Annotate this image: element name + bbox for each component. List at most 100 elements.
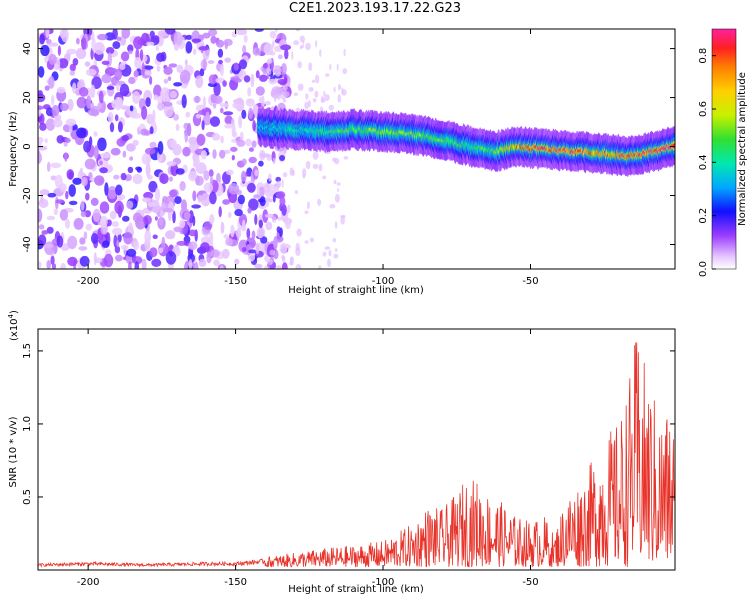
heatmap-noise-cell bbox=[271, 216, 277, 223]
heatmap-noise-cell bbox=[116, 83, 120, 92]
heatmap-noise-cell bbox=[66, 169, 75, 180]
snr-x-tick-label: -100 bbox=[372, 577, 395, 588]
heatmap-noise-cell bbox=[61, 29, 69, 43]
heatmap-noise-cell bbox=[234, 209, 243, 217]
heatmap-y-axis-label: Frequency (Hz) bbox=[8, 111, 19, 187]
heatmap-noise-cell bbox=[112, 29, 118, 40]
heatmap-noise-cell bbox=[185, 41, 193, 54]
heatmap-noise-cell bbox=[173, 43, 180, 51]
heatmap-noise-cell bbox=[152, 234, 158, 240]
heatmap-noise-cell bbox=[209, 191, 217, 205]
heatmap-noise-cell bbox=[213, 259, 221, 267]
heatmap-noise-cell bbox=[93, 145, 99, 160]
heatmap-noise-cell bbox=[122, 215, 130, 222]
heatmap-noise-cell bbox=[236, 228, 242, 239]
heatmap-cells bbox=[38, 29, 675, 269]
heatmap-noise-cell bbox=[275, 29, 278, 33]
heatmap-noise-cell bbox=[207, 60, 215, 64]
heatmap-noise-cell bbox=[127, 166, 134, 174]
heatmap-noise-cell bbox=[38, 261, 42, 269]
heatmap-noise-cell bbox=[143, 207, 150, 214]
heatmap-noise-cell bbox=[218, 206, 222, 218]
colorbar-tick-label: 0.0 bbox=[698, 261, 709, 277]
heatmap-noise-cell bbox=[154, 187, 161, 202]
heatmap-noise-cell bbox=[254, 214, 258, 226]
heatmap-noise-cell bbox=[132, 91, 141, 104]
heatmap-noise-cell bbox=[272, 157, 276, 165]
heatmap-noise-cell bbox=[306, 201, 310, 210]
heatmap-noise-cell bbox=[215, 77, 225, 84]
heatmap-noise-cell bbox=[277, 79, 288, 85]
heatmap-noise-cell bbox=[200, 150, 207, 160]
heatmap-noise-cell bbox=[121, 29, 131, 39]
heatmap-noise-cell bbox=[254, 263, 263, 269]
colorbar-tick-label: 0.6 bbox=[698, 101, 709, 117]
snr-x-tick-label: -50 bbox=[522, 577, 538, 588]
heatmap-noise-cell bbox=[110, 147, 121, 156]
heatmap-noise-cell bbox=[48, 75, 55, 89]
heatmap-noise-cell bbox=[67, 98, 74, 111]
heatmap-noise-cell bbox=[332, 238, 337, 243]
heatmap-noise-cell bbox=[38, 234, 47, 247]
heatmap-noise-cell bbox=[192, 215, 196, 227]
heatmap-noise-cell bbox=[224, 57, 232, 63]
heatmap-noise-cell bbox=[64, 152, 68, 162]
heatmap-noise-cell bbox=[115, 184, 123, 196]
heatmap-noise-cell bbox=[90, 197, 99, 206]
heatmap-noise-cell bbox=[66, 48, 77, 55]
heatmap-noise-cell bbox=[134, 57, 142, 69]
heatmap-noise-cell bbox=[233, 62, 239, 71]
heatmap-noise-cell bbox=[134, 261, 140, 269]
heatmap-noise-cell bbox=[56, 135, 65, 144]
heatmap-noise-cell bbox=[322, 175, 327, 180]
heatmap-noise-cell bbox=[163, 103, 174, 118]
heatmap-noise-cell bbox=[120, 244, 129, 251]
heatmap-noise-cell bbox=[255, 86, 265, 96]
heatmap-noise-cell bbox=[224, 123, 234, 129]
heatmap-noise-cell bbox=[38, 150, 41, 164]
heatmap-noise-cell bbox=[93, 252, 97, 266]
heatmap-noise-cell bbox=[144, 147, 156, 155]
heatmap-noise-cell bbox=[69, 63, 77, 72]
heatmap-noise-cell bbox=[245, 138, 252, 147]
heatmap-noise-cell bbox=[312, 151, 319, 160]
heatmap-noise-cell bbox=[264, 213, 274, 218]
snr-y-ticks: 0.5 1.0 1.5 bbox=[22, 343, 675, 505]
snr-panel: -200 -150 -100 -50 0.5 1.0 1.5 Height of stra… bbox=[7, 310, 676, 595]
heatmap-noise-cell bbox=[266, 154, 272, 161]
heatmap-noise-cell bbox=[119, 62, 126, 71]
heatmap-noise-cell bbox=[258, 219, 263, 229]
heatmap-noise-cell bbox=[258, 96, 264, 104]
heatmap-noise-cell bbox=[208, 29, 218, 37]
heatmap-noise-cell bbox=[92, 208, 101, 223]
heatmap-noise-cell bbox=[285, 219, 291, 230]
heatmap-y-tick-label: 0 bbox=[22, 143, 33, 149]
heatmap-noise-cell bbox=[46, 215, 56, 221]
heatmap-noise-cell bbox=[318, 265, 322, 269]
heatmap-noise-cell bbox=[241, 158, 247, 166]
heatmap-noise-cell bbox=[295, 242, 300, 252]
heatmap-noise-cell bbox=[38, 66, 45, 78]
heatmap-noise-cell bbox=[219, 149, 226, 159]
heatmap-noise-cell bbox=[48, 42, 59, 47]
heatmap-noise-cell bbox=[132, 173, 143, 185]
heatmap-noise-cell bbox=[264, 255, 269, 262]
heatmap-noise-cell bbox=[76, 96, 87, 109]
snr-scale-label: (x104) bbox=[7, 310, 20, 341]
heatmap-noise-cell bbox=[215, 39, 225, 48]
heatmap-noise-cell bbox=[259, 196, 266, 207]
heatmap-noise-cell bbox=[295, 29, 301, 32]
heatmap-noise-cell bbox=[116, 97, 124, 109]
heatmap-noise-cell bbox=[272, 40, 275, 48]
heatmap-noise-cell bbox=[300, 44, 304, 49]
heatmap-noise-cell bbox=[205, 111, 210, 118]
heatmap-noise-cell bbox=[164, 29, 176, 35]
heatmap-noise-cell bbox=[267, 68, 272, 76]
heatmap-noise-cell bbox=[247, 207, 252, 214]
heatmap-noise-cell bbox=[343, 156, 349, 160]
heatmap-y-tick-label: 20 bbox=[22, 91, 33, 104]
heatmap-noise-cell bbox=[140, 128, 149, 136]
heatmap-noise-cell bbox=[280, 44, 292, 51]
heatmap-noise-cell bbox=[104, 182, 109, 196]
